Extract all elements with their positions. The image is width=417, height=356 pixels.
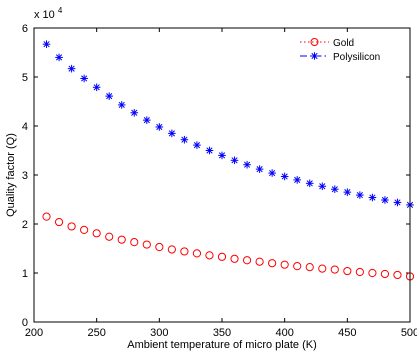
- gold-data-point: [92, 229, 101, 238]
- polysilicon-data-point: [255, 165, 264, 173]
- polysilicon-data-point: [280, 172, 289, 181]
- polysilicon-data-point: [268, 169, 276, 177]
- gold-data-point: [130, 238, 139, 247]
- polysilicon-data-point: [105, 92, 113, 100]
- polysilicon-data-point: [368, 193, 377, 202]
- polysilicon-data-point: [67, 64, 76, 73]
- legend-box: [295, 32, 407, 66]
- legend: Gold Polysilicon: [295, 32, 407, 66]
- y-tick-label: 0: [22, 317, 28, 329]
- polysilicon-data-point: [143, 116, 151, 124]
- polysilicon-data-point: [230, 156, 239, 165]
- y-tick-label: 4: [22, 121, 28, 133]
- polysilicon-data-point: [218, 151, 226, 160]
- polysilicon-data-point: [305, 179, 314, 188]
- gold-data-point: [42, 212, 51, 221]
- gold-data-point: [80, 225, 89, 234]
- gold-data-point: [142, 240, 151, 249]
- x-tick-label: 450: [338, 327, 356, 339]
- polysilicon-data-point: [117, 101, 126, 109]
- polysilicon-data-point: [130, 108, 139, 117]
- x-axis-title: Ambient temperature of micro plate (K): [127, 339, 317, 351]
- plot-frame: [33, 27, 411, 323]
- gold-data-point: [368, 268, 377, 278]
- gold-data-point: [192, 249, 202, 258]
- series-gold: [42, 212, 415, 281]
- polysilicon-data-point: [343, 188, 352, 196]
- polysilicon-data-point: [318, 182, 327, 191]
- polysilicon-data-point: [180, 135, 189, 144]
- gold-data-point: [318, 264, 327, 273]
- y-tick-label: 1: [22, 268, 28, 280]
- gold-data-point: [343, 266, 352, 276]
- y-tick-label: 2: [22, 219, 28, 231]
- series-layer: [42, 40, 415, 281]
- y-tick-label: 6: [22, 23, 28, 35]
- polysilicon-data-point: [356, 191, 364, 199]
- gold-data-point: [355, 267, 364, 277]
- y-tick-label: 3: [22, 170, 28, 182]
- legend-polysilicon-label: Polysilicon: [333, 52, 380, 63]
- gold-data-point: [117, 235, 126, 244]
- polysilicon-data-point: [193, 141, 201, 149]
- y-multiplier-exponent: 4: [58, 6, 63, 15]
- gold-data-point: [54, 217, 64, 227]
- gold-data-point: [230, 254, 239, 263]
- polysilicon-data-point: [205, 146, 214, 155]
- y-axis-title: Quality factor (Q): [5, 133, 17, 217]
- x-tick-label: 250: [87, 327, 105, 339]
- plot-area: [34, 28, 410, 322]
- gold-data-point: [155, 242, 164, 252]
- legend-gold-label: Gold: [333, 38, 354, 49]
- gold-data-point: [180, 247, 189, 256]
- y-multiplier-label: x 10 4: [34, 6, 63, 21]
- gold-data-point: [280, 260, 289, 269]
- gold-data-point: [217, 252, 227, 261]
- y-ticks: 0 1 2 3 4 5 6: [22, 23, 410, 329]
- x-tick-label: 500: [401, 327, 417, 339]
- polysilicon-data-point: [42, 40, 51, 48]
- x-tick-label: 400: [275, 327, 293, 339]
- x-tick-label: 350: [213, 327, 231, 339]
- y-tick-label: 5: [22, 72, 28, 84]
- gold-data-point: [305, 263, 314, 272]
- legend-polysilicon-marker: [310, 52, 319, 60]
- gold-data-point: [393, 270, 402, 280]
- polysilicon-data-point: [393, 198, 402, 207]
- gold-data-point: [205, 251, 214, 260]
- gold-data-point: [67, 222, 76, 231]
- series-polysilicon: [42, 40, 414, 209]
- x-tick-label: 300: [150, 327, 168, 339]
- polysilicon-data-point: [168, 129, 176, 138]
- gold-data-point: [330, 265, 339, 274]
- polysilicon-data-point: [293, 176, 301, 184]
- polysilicon-data-point: [243, 160, 251, 169]
- gold-data-point: [105, 232, 114, 241]
- gold-data-point: [293, 262, 302, 271]
- gold-data-point: [255, 257, 264, 266]
- polysilicon-data-point: [155, 123, 164, 131]
- polysilicon-data-point: [92, 83, 101, 92]
- gold-data-point: [167, 245, 176, 254]
- polysilicon-data-point: [55, 53, 63, 62]
- polysilicon-data-point: [331, 185, 339, 194]
- x-tick-label: 200: [25, 327, 43, 339]
- y-multiplier-base: x 10: [34, 9, 55, 21]
- polysilicon-data-point: [80, 74, 88, 83]
- gold-data-point: [380, 269, 390, 279]
- gold-data-point: [268, 259, 277, 268]
- gold-data-point: [242, 256, 252, 265]
- legend-gold-marker: [310, 38, 319, 46]
- polysilicon-data-point: [381, 196, 389, 204]
